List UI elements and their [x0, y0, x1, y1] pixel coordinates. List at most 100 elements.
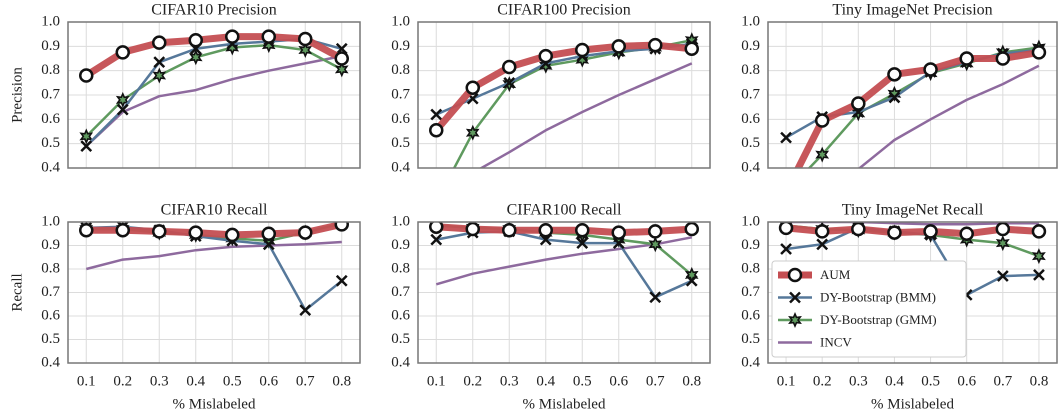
- marker: [334, 51, 349, 66]
- y-tick-label: 1.0: [391, 13, 410, 29]
- marker: [814, 224, 830, 239]
- marker: [465, 222, 480, 237]
- x-tick-label: 0.1: [427, 373, 446, 389]
- y-tick-label: 0.4: [41, 159, 60, 175]
- marker: [816, 238, 829, 251]
- y-tick-label: 0.8: [741, 260, 760, 276]
- y-tick-label: 0.4: [741, 354, 760, 370]
- x-tick-label: 0.5: [921, 373, 940, 389]
- marker: [923, 62, 938, 77]
- x-tick-label: 0.1: [77, 373, 96, 389]
- marker: [649, 291, 662, 304]
- marker: [79, 128, 94, 145]
- x-tick-label: 0.8: [332, 373, 351, 389]
- y-tick-label: 0.7: [391, 284, 410, 300]
- marker: [429, 222, 444, 234]
- series-layer: [79, 29, 349, 152]
- marker: [188, 49, 203, 66]
- marker: [995, 222, 1011, 237]
- marker: [778, 222, 794, 236]
- marker: [995, 235, 1010, 252]
- y-tick-label: 0.4: [391, 159, 410, 175]
- y-tick-label: 0.8: [741, 62, 760, 78]
- x-tick-label: 0.5: [573, 373, 592, 389]
- marker: [538, 48, 553, 64]
- marker: [1031, 248, 1046, 265]
- y-tick-label: 0.8: [391, 260, 410, 276]
- plot-frame: [67, 21, 361, 169]
- y-tick-label: 0.9: [741, 237, 760, 253]
- x-tick-label: 0.4: [885, 373, 904, 389]
- marker: [261, 226, 276, 241]
- marker: [996, 270, 1009, 282]
- x-axis-label: % Mislabeled: [173, 396, 256, 412]
- y-tick-label: 0.9: [741, 38, 760, 54]
- x-tick-label: 0.3: [500, 373, 519, 389]
- x-axis-label: % Mislabeled: [523, 396, 606, 412]
- marker: [851, 222, 866, 237]
- y-tick-label: 0.5: [741, 331, 760, 347]
- x-tick-label: 0.4: [186, 373, 205, 389]
- series-layer: [79, 222, 349, 317]
- marker: [334, 222, 349, 232]
- y-tick-label: 0.5: [41, 331, 60, 347]
- marker: [502, 59, 517, 75]
- marker: [115, 91, 130, 108]
- marker: [611, 39, 626, 54]
- marker: [430, 233, 443, 246]
- series-line: [85, 43, 343, 138]
- y-tick-label: 0.6: [41, 307, 60, 323]
- marker: [538, 222, 553, 238]
- x-tick-label: 0.2: [113, 373, 132, 389]
- marker: [116, 103, 129, 116]
- marker: [115, 45, 130, 60]
- x-tick-label: 0.3: [150, 373, 169, 389]
- marker: [1033, 268, 1045, 281]
- marker: [851, 96, 866, 111]
- marker: [225, 227, 240, 243]
- marker: [648, 236, 663, 253]
- marker: [503, 76, 516, 89]
- y-tick-label: 0.5: [391, 331, 410, 347]
- x-tick-label: 0.7: [296, 373, 315, 389]
- marker: [959, 226, 974, 241]
- y-tick-label: 0.6: [391, 307, 410, 323]
- marker: [188, 225, 203, 240]
- marker: [787, 267, 803, 283]
- marker: [789, 291, 801, 304]
- y-tick-label: 0.8: [41, 260, 60, 276]
- y-tick-label: 0.6: [741, 111, 760, 127]
- panel-title: Tiny ImageNet Recall: [842, 202, 984, 219]
- marker: [923, 224, 938, 239]
- marker: [814, 113, 830, 128]
- marker: [780, 186, 792, 198]
- marker: [298, 31, 313, 47]
- y-tick-label: 1.0: [741, 213, 760, 229]
- x-tick-label: 0.6: [957, 373, 976, 389]
- y-tick-label: 0.7: [741, 284, 760, 300]
- marker: [684, 222, 699, 237]
- panel-title: CIFAR100 Precision: [497, 2, 630, 19]
- series-line: [85, 240, 342, 271]
- marker: [502, 222, 517, 238]
- marker: [781, 186, 791, 198]
- y-tick-label: 0.5: [41, 135, 60, 151]
- y-tick-label: 0.9: [41, 237, 60, 253]
- marker: [429, 123, 444, 138]
- legend-box: [771, 260, 967, 358]
- y-tick-label: 0.4: [41, 354, 60, 370]
- series-layer: [429, 32, 699, 168]
- marker: [465, 124, 480, 141]
- x-axis-label: % Mislabeled: [871, 396, 954, 412]
- x-tick-label: 0.6: [259, 373, 278, 389]
- x-tick-label: 0.3: [849, 373, 868, 389]
- y-tick-label: 0.6: [391, 111, 410, 127]
- y-tick-label: 0.8: [41, 62, 60, 78]
- y-tick-label: 0.6: [41, 111, 60, 127]
- marker: [1031, 45, 1047, 60]
- marker: [780, 243, 792, 255]
- marker: [298, 225, 313, 240]
- legend-label: INCV: [820, 334, 852, 349]
- marker: [888, 91, 901, 104]
